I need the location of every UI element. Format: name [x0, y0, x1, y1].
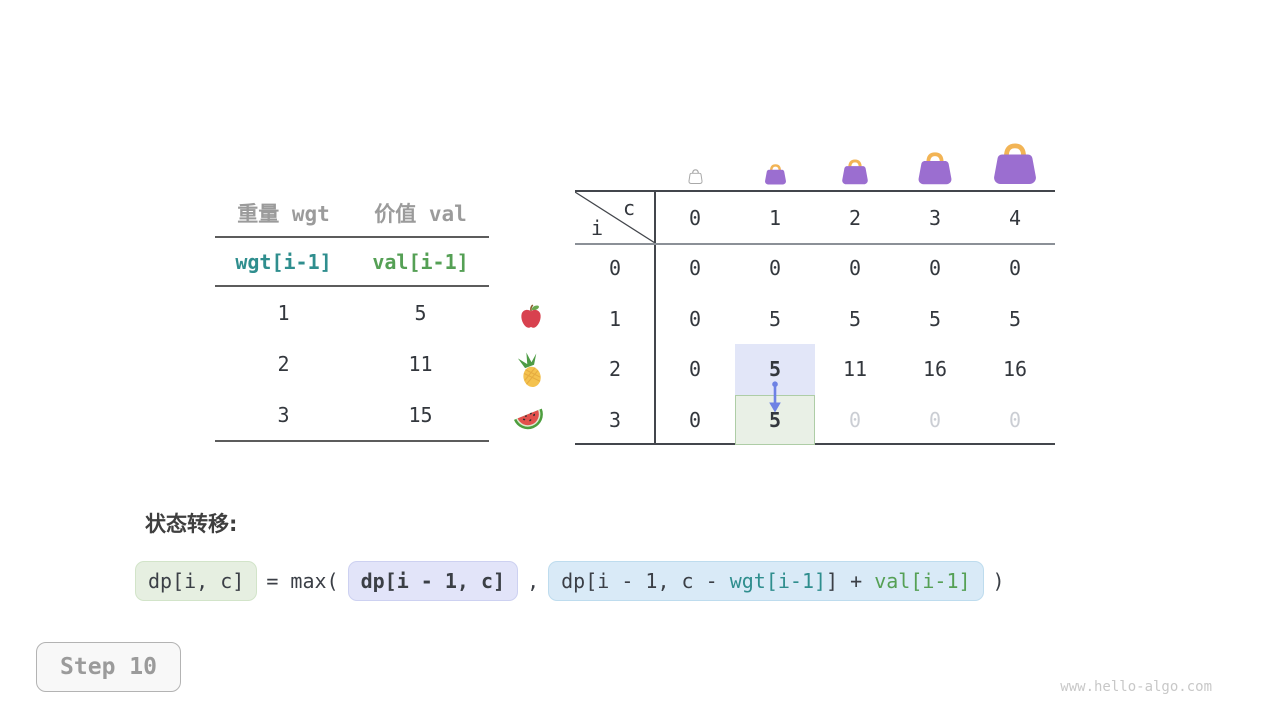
dp-table-header-divider [575, 243, 1055, 245]
item-table-header: 重量 wgt 价值 val [215, 189, 489, 238]
item-val-cell: 15 [408, 402, 433, 427]
formula-close: ) [992, 569, 1005, 593]
bag-icon-2 [815, 128, 895, 185]
formula-arg2-mid: ] + [826, 569, 875, 593]
dp-cell: 0 [688, 306, 702, 331]
item-val-cell: 5 [414, 300, 427, 325]
dp-cell: 0 [848, 407, 862, 432]
item-table-row: 2 11 [215, 338, 489, 389]
dp-cell: 0 [928, 407, 942, 432]
item-wgt-cell: 1 [277, 300, 290, 325]
item-col-header-weight: 重量 wgt [237, 201, 330, 226]
item-val-cell: 11 [408, 351, 433, 376]
dp-cell: 0 [1008, 407, 1022, 432]
dp-table: c i 0 1 2 3 4 0 0 0 0 0 0 1 0 5 5 5 5 2 0 5 11 16 16 3 0 5 0 0 0 [575, 190, 1055, 445]
dp-row-header: 1 [608, 306, 622, 331]
val-formula-label: val[i-1] [372, 249, 469, 274]
dp-cell: 0 [688, 256, 702, 281]
dp-cell: 16 [922, 357, 948, 382]
formula-arg2-box: dp[i - 1, c - wgt[i-1]] + val[i-1] [548, 561, 984, 601]
dp-cell: 5 [848, 306, 862, 331]
dp-col-header: 1 [768, 205, 782, 230]
empty-bag-icon [655, 128, 735, 185]
item-col-header-value: 价值 val [374, 201, 467, 226]
item-table-rows: 1 5 2 11 3 15 [215, 287, 489, 442]
dp-row-header: 0 [608, 256, 622, 281]
dp-cell: 16 [1002, 357, 1028, 382]
formula-arg1-box: dp[i - 1, c] [347, 561, 519, 601]
formula-separator: , [527, 569, 540, 593]
dp-cell: 0 [928, 256, 942, 281]
site-watermark: www.hello-algo.com [1060, 679, 1212, 695]
item-wgt-cell: 3 [277, 402, 290, 427]
bag-icon-3 [895, 128, 975, 185]
dp-cell: 11 [842, 357, 868, 382]
dp-table-vertical-divider [654, 192, 656, 443]
item-wgt-cell: 2 [277, 351, 290, 376]
state-transition-formula: dp[i, c] = max( dp[i - 1, c] , dp[i - 1,… [135, 559, 1005, 603]
wgt-formula-label: wgt[i-1] [235, 249, 332, 274]
dp-corner-cell: c i [575, 192, 655, 243]
capacity-bags-row [655, 128, 1055, 185]
formula-arg2-val: val[i-1] [874, 569, 971, 593]
formula-lhs-box: dp[i, c] [135, 561, 258, 601]
formula-op: = max( [266, 569, 339, 593]
item-table-row: 3 15 [215, 389, 489, 440]
dp-cell: 0 [848, 256, 862, 281]
formula-arg2-wgt: wgt[i-1] [729, 569, 827, 593]
dp-cell: 5 [1008, 306, 1022, 331]
dp-cell: 5 [928, 306, 942, 331]
dp-col-header: 2 [848, 205, 862, 230]
dp-grid: c i 0 1 2 3 4 0 0 0 0 0 0 1 0 5 5 5 5 2 0 5 11 16 16 3 0 5 0 0 0 [575, 192, 1055, 445]
dp-row-header: 3 [608, 407, 622, 432]
watermelon-icon [511, 403, 547, 441]
formula-arg2-pre: dp[i - 1, c - [561, 569, 730, 593]
pineapple-icon [513, 350, 549, 394]
state-transition-label: 状态转移: [145, 512, 238, 536]
dp-col-header: 4 [1008, 205, 1022, 230]
transition-arrow-icon [765, 381, 785, 419]
dp-col-header: 3 [928, 205, 942, 230]
dp-row-header: 2 [608, 357, 622, 382]
dp-col-header: 0 [688, 205, 702, 230]
dp-cell: 5 [768, 306, 782, 331]
bag-icon-1 [735, 128, 815, 185]
dp-cell: 0 [688, 357, 702, 382]
dp-cell: 0 [1008, 256, 1022, 281]
dp-cell: 0 [768, 256, 782, 281]
apple-icon [517, 303, 545, 335]
dp-col-axis-label: c [622, 196, 635, 220]
bag-icon-4 [975, 128, 1055, 185]
item-table: 重量 wgt 价值 val wgt[i-1] val[i-1] 1 5 2 11 3 15 [215, 189, 489, 442]
dp-cell: 0 [688, 407, 702, 432]
step-badge: Step 10 [36, 642, 181, 692]
item-table-formula-row: wgt[i-1] val[i-1] [215, 238, 489, 287]
dp-row-axis-label: i [591, 216, 604, 240]
corner-diagonal-line [575, 192, 655, 243]
